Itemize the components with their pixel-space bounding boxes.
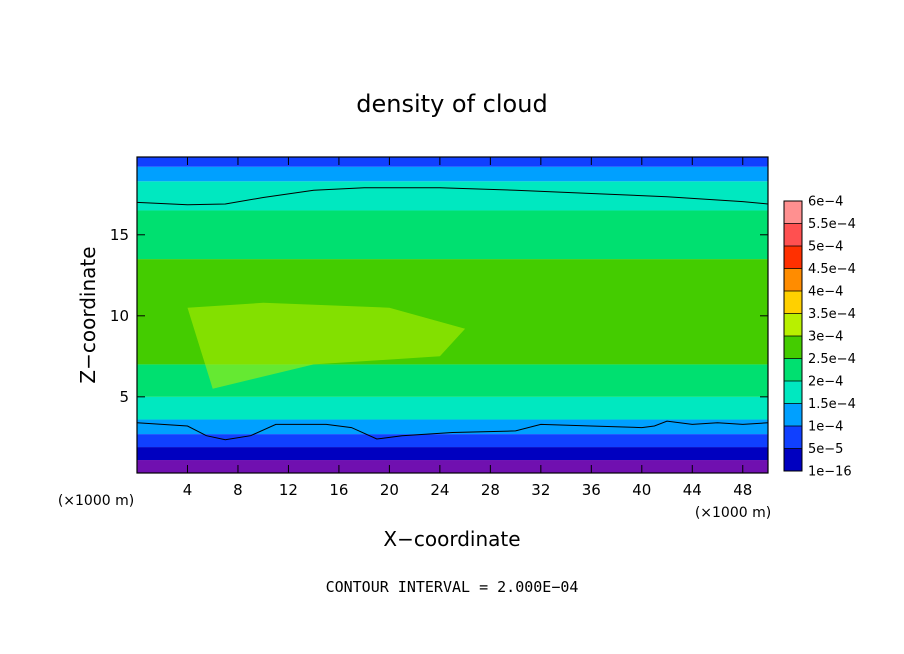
y-tick-label-10: 10 bbox=[110, 307, 129, 325]
colorbar-label-3: 4.5e−4 bbox=[808, 262, 856, 277]
field-band-3 bbox=[137, 419, 768, 435]
x-axis-unit-right: (×1000 m) bbox=[695, 505, 771, 521]
x-tick-label-44: 44 bbox=[683, 481, 702, 499]
field-band-10 bbox=[137, 157, 768, 167]
field-band-2 bbox=[137, 434, 768, 448]
x-tick-label-40: 40 bbox=[632, 481, 651, 499]
x-tick-label-48: 48 bbox=[733, 481, 752, 499]
colorbar-label-4: 4e−4 bbox=[808, 285, 843, 300]
colorbar-label-0: 6e−4 bbox=[808, 195, 843, 210]
colorbar-label-2: 5e−4 bbox=[808, 240, 843, 255]
x-tick-label-16: 16 bbox=[329, 481, 348, 499]
colorbar-label-7: 2.5e−4 bbox=[808, 352, 856, 367]
colorbar-label-8: 2e−4 bbox=[808, 375, 843, 390]
x-tick-label-24: 24 bbox=[430, 481, 449, 499]
field-band-0 bbox=[137, 460, 768, 473]
y-axis-label: Z−coordinate bbox=[76, 246, 100, 383]
colorbar-swatch-0 bbox=[784, 201, 802, 224]
colorbar-swatch-5 bbox=[784, 313, 802, 336]
plot-frame bbox=[136, 156, 769, 474]
colorbar-label-10: 1e−4 bbox=[808, 420, 843, 435]
field-band-4 bbox=[137, 396, 768, 420]
colorbar-label-1: 5.5e−4 bbox=[808, 217, 856, 232]
colorbar-swatch-1 bbox=[784, 223, 802, 246]
field-band-7 bbox=[137, 210, 768, 260]
y-axis-ticks: 5 10 15 bbox=[110, 226, 768, 406]
field-band-1 bbox=[137, 447, 768, 461]
field-band-8 bbox=[137, 181, 768, 211]
colorbar-swatch-11 bbox=[784, 448, 802, 471]
x-tick-label-32: 32 bbox=[531, 481, 550, 499]
x-tick-label-36: 36 bbox=[582, 481, 601, 499]
density-field bbox=[137, 157, 768, 473]
colorbar-swatch-8 bbox=[784, 381, 802, 404]
colorbar-swatch-6 bbox=[784, 336, 802, 359]
x-tick-label-12: 12 bbox=[279, 481, 298, 499]
colorbar-swatch-10 bbox=[784, 426, 802, 449]
colorbar-label-6: 3e−4 bbox=[808, 330, 843, 345]
x-axis-unit-left: (×1000 m) bbox=[58, 493, 134, 509]
colorbar-label-12: 1e−16 bbox=[808, 465, 852, 480]
y-tick-label-5: 5 bbox=[119, 388, 129, 406]
colorbar-swatch-3 bbox=[784, 268, 802, 291]
x-axis-label: X−coordinate bbox=[383, 527, 520, 551]
x-tick-label-20: 20 bbox=[380, 481, 399, 499]
colorbar-label-5: 3.5e−4 bbox=[808, 307, 856, 322]
colorbar-swatch-2 bbox=[784, 246, 802, 269]
contour-interval-note: CONTOUR INTERVAL = 2.000E−04 bbox=[326, 578, 579, 596]
colorbar: 6e−4 5.5e−4 5e−4 4.5e−4 4e−4 3.5e−4 3e−4 2.5e−4… bbox=[783, 195, 856, 480]
x-tick-label-4: 4 bbox=[183, 481, 193, 499]
colorbar-label-9: 1.5e−4 bbox=[808, 397, 856, 412]
x-axis-ticks: 4 8 12 16 20 24 28 32 36 40 44 48 bbox=[183, 157, 752, 499]
colorbar-swatch-4 bbox=[784, 291, 802, 314]
colorbar-label-11: 5e−5 bbox=[808, 442, 843, 457]
colorbar-swatch-9 bbox=[784, 403, 802, 426]
field-band-9 bbox=[137, 166, 768, 182]
chart-title: density of cloud bbox=[356, 90, 547, 118]
colorbar-swatch-7 bbox=[784, 358, 802, 381]
contour-line-1 bbox=[137, 420, 768, 441]
y-tick-label-15: 15 bbox=[110, 226, 129, 244]
x-tick-label-28: 28 bbox=[481, 481, 500, 499]
field-maximum-region bbox=[187, 302, 466, 389]
x-tick-label-8: 8 bbox=[233, 481, 243, 499]
contour-line-0 bbox=[137, 187, 768, 206]
contour-lines bbox=[137, 187, 768, 441]
